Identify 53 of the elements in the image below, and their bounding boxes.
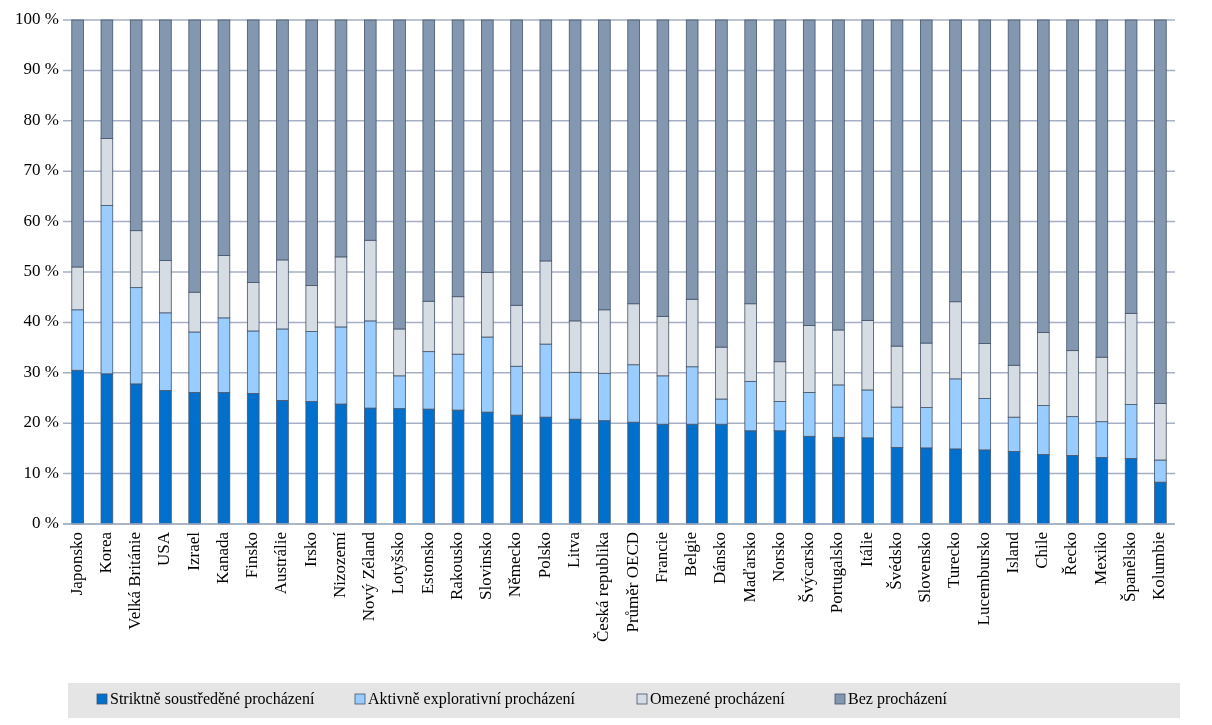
x-tick-label: Francie	[651, 532, 671, 583]
x-tick-label: USA	[154, 531, 174, 567]
x-tick-label: Island	[1002, 531, 1022, 574]
y-tick-label: 70 %	[23, 160, 59, 180]
y-tick-label: 20 %	[23, 412, 59, 432]
x-tick-label: Řecko	[1061, 532, 1081, 576]
x-tick-label: Itálie	[856, 532, 876, 567]
y-tick-label: 60 %	[23, 210, 59, 230]
x-tick-label: Dánsko	[710, 532, 730, 584]
x-tick-label: Norsko	[768, 532, 788, 583]
x-tick-label: Japonsko	[66, 532, 86, 596]
x-tick-label: Lotyšsko	[388, 532, 408, 595]
x-tick-label: Švédsko	[885, 532, 905, 590]
x-tick-label: Slovinsko	[476, 532, 496, 601]
x-tick-label: Španělsko	[1120, 532, 1140, 602]
y-tick-label: 80 %	[23, 109, 59, 129]
x-tick-label: Izrael	[183, 531, 203, 571]
x-tick-label: Lucembursko	[973, 532, 993, 626]
x-tick-label: Průměr OECD	[622, 532, 642, 633]
x-tick-label: Česká republika	[593, 531, 613, 642]
x-tick-label: Švýcarsko	[798, 532, 818, 603]
x-tick-label: Mexiko	[1090, 532, 1110, 585]
x-tick-label: Finsko	[242, 532, 262, 579]
x-tick-label: Estonsko	[417, 532, 437, 595]
x-tick-label: Austrálie	[271, 532, 291, 595]
legend-label: Bez procházení	[848, 689, 948, 708]
y-tick-label: 50 %	[23, 260, 59, 280]
legend-label: Omezené procházení	[650, 689, 786, 708]
legend-label: Striktně soustředěné procházení	[110, 689, 315, 708]
legend-label: Aktivně explorativní procházení	[368, 689, 576, 708]
x-tick-label: Korea	[95, 531, 115, 574]
x-tick-label: Chile	[1032, 532, 1052, 569]
x-tick-label: Velká Británie	[125, 532, 145, 630]
x-tick-label: Portugalsko	[827, 532, 847, 614]
x-tick-label: Turecko	[944, 532, 964, 589]
y-tick-label: 100 %	[15, 8, 59, 28]
x-tick-label: Maďarsko	[739, 532, 759, 603]
x-tick-label: Irsko	[300, 532, 320, 567]
x-tick-label: Nový Zéland	[359, 531, 379, 622]
x-tick-label: Polsko	[534, 532, 554, 579]
x-tick-label: Kolumbie	[1149, 532, 1169, 600]
y-tick-label: 90 %	[23, 59, 59, 79]
x-tick-label: Litva	[564, 531, 584, 568]
x-tick-label: Belgie	[681, 532, 701, 577]
y-tick-label: 30 %	[23, 361, 59, 381]
x-tick-label: Nizozemí	[329, 531, 349, 599]
x-tick-label: Německo	[505, 532, 525, 598]
y-tick-label: 40 %	[23, 311, 59, 331]
x-tick-label: Kanada	[212, 531, 232, 584]
y-tick-label: 0 %	[32, 512, 59, 532]
x-tick-label: Slovensko	[915, 532, 935, 603]
y-tick-label: 10 %	[23, 462, 59, 482]
x-tick-label: Rakousko	[446, 532, 466, 600]
